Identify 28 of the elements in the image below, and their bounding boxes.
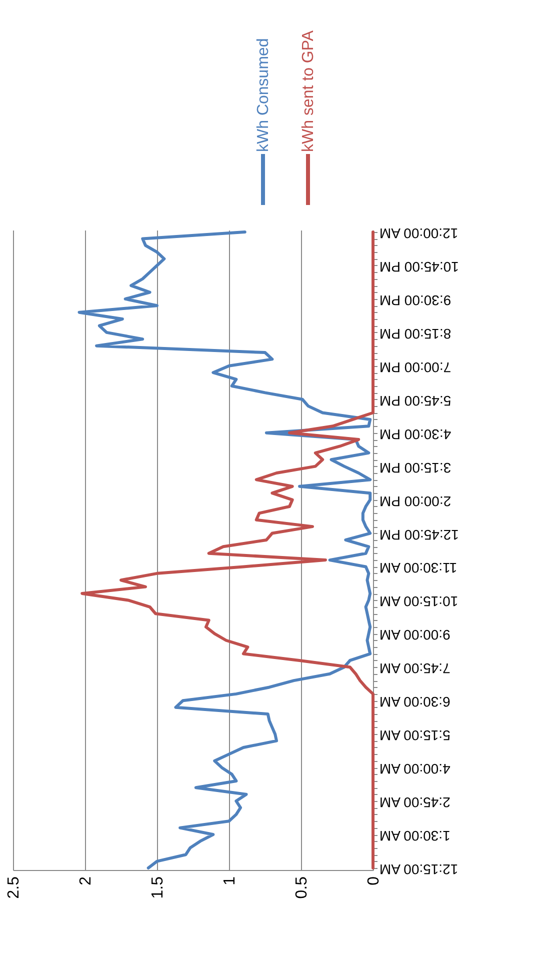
y-tick-label: 11:30:00 AM xyxy=(380,560,458,576)
y-tick-label: 8:15:00 PM xyxy=(380,326,452,342)
y-tick-label: 3:15:00 PM xyxy=(380,460,452,476)
text: kWh Consumed xyxy=(255,38,272,152)
x-tick-label: 2 xyxy=(78,876,94,886)
y-tick-label: 7:45:00 AM xyxy=(380,660,450,677)
y-tick-label: 7:00:00 PM xyxy=(380,359,452,376)
y-tick-label: 5:15:00 AM xyxy=(380,728,450,744)
y-tick-label: 9:00:00 AM xyxy=(380,627,450,644)
y-tick-label: 12:45:00 PM xyxy=(380,526,459,543)
y-tick-label: 4:30:00 PM xyxy=(380,426,452,442)
x-tick-label: 1.5 xyxy=(150,876,166,899)
y-tick-label: 6:30:00 AM xyxy=(380,694,450,710)
y-tick-label: 1:30:00 AM xyxy=(380,828,450,844)
y-tick-label: 5:45:00 PM xyxy=(380,392,452,409)
y-tick-label: 10:15:00 AM xyxy=(380,594,458,610)
y-tick-label: 2:00:00 PM xyxy=(380,493,452,510)
x-tick-label: 1 xyxy=(222,876,238,886)
y-tick-label: 4:00:00 AM xyxy=(380,761,450,778)
y-tick-label: 12:00:00 AM xyxy=(380,226,458,242)
y-tick-label: 10:45:00 PM xyxy=(380,258,459,275)
y-tick-label: 12:15:00 AM xyxy=(380,861,458,878)
y-tick-label: 2:45:00 AM xyxy=(380,794,450,811)
x-tick-label: 2.5 xyxy=(6,876,22,899)
x-tick-label: 0.5 xyxy=(294,876,310,899)
y-tick-label: 9:30:00 PM xyxy=(380,292,452,308)
x-tick-label: 0 xyxy=(366,876,382,886)
text: kWh sent to GPA xyxy=(300,30,317,152)
